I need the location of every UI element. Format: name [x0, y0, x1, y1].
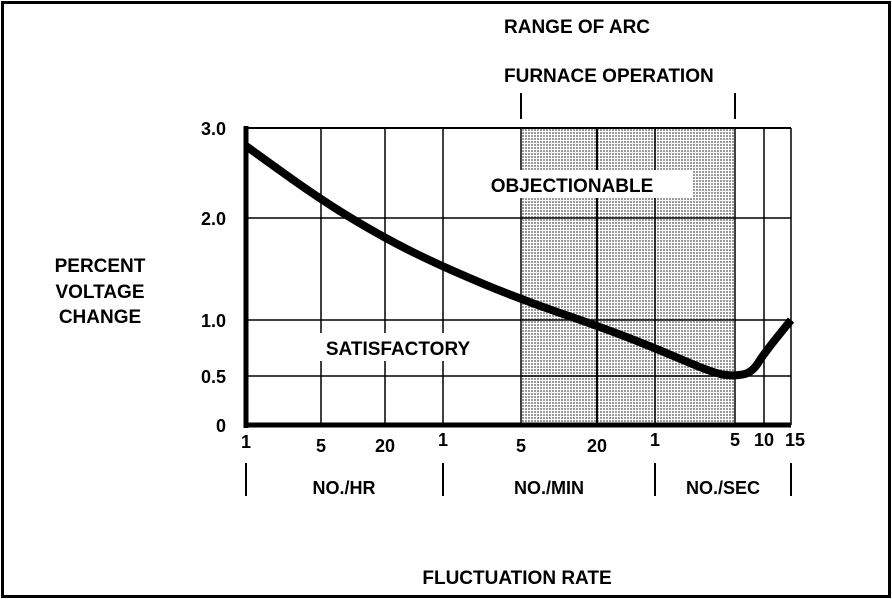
flicker-curve: [243, 142, 795, 380]
y-axis-title-line: CHANGE: [59, 307, 141, 328]
y-tick-label: 0.5: [201, 367, 226, 387]
y-axis-title-line: PERCENT: [55, 256, 146, 277]
satisfactory-label-bg: [288, 333, 510, 361]
x-tick-label: 10: [754, 430, 774, 450]
objectionable-label: OBJECTIONABLE: [491, 176, 654, 197]
x-group-label: NO./MIN: [514, 478, 584, 498]
chart-title-line: RANGE OF ARC: [504, 17, 650, 38]
x-group-label: NO./HR: [313, 478, 376, 498]
satisfactory-label: SATISFACTORY: [326, 339, 471, 360]
x-group-label: NO./SEC: [686, 478, 760, 498]
y-tick-label: 0: [216, 416, 226, 436]
x-axis-title: FLUCTUATION RATE: [422, 568, 611, 589]
y-axis-title-line: VOLTAGE: [55, 282, 144, 303]
x-tick-label: 1: [438, 430, 448, 450]
x-tick-label: 5: [730, 430, 740, 450]
x-tick-label: 20: [587, 436, 607, 456]
x-tick-label: 5: [316, 436, 326, 456]
y-tick-label: 2.0: [201, 209, 226, 229]
y-tick-label: 1.0: [201, 311, 226, 331]
chart-title-line: FURNACE OPERATION: [504, 66, 714, 87]
y-tick-label: 3.0: [201, 119, 226, 139]
x-tick-label: 20: [375, 436, 395, 456]
x-tick-label: 1: [650, 430, 660, 450]
x-tick-label: 5: [516, 436, 526, 456]
objectionable-label-bg: [452, 170, 692, 198]
x-tick-label: 1: [241, 432, 251, 452]
x-tick-label: 15: [785, 430, 805, 450]
